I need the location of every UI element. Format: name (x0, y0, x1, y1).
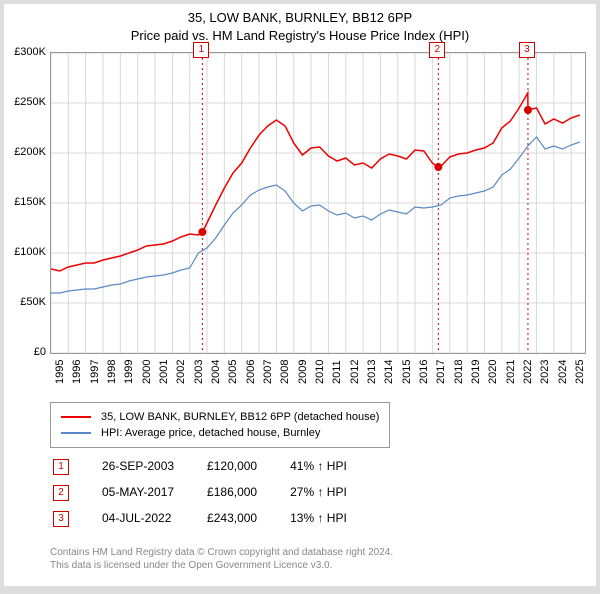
sale-pct: 13% ↑ HPI (289, 506, 377, 530)
x-tick-label: 2016 (418, 360, 430, 384)
x-tick-label: 2009 (297, 360, 309, 384)
x-tick-label: 2005 (227, 360, 239, 384)
legend-label: 35, LOW BANK, BURNLEY, BB12 6PP (detache… (101, 411, 379, 423)
sales-table: 1 26-SEP-2003 £120,000 41% ↑ HPI 2 05-MA… (50, 452, 379, 532)
x-tick-label: 2012 (349, 360, 361, 384)
sale-date: 26-SEP-2003 (101, 454, 204, 478)
chart-plot-area (50, 52, 586, 354)
sale-date: 05-MAY-2017 (101, 480, 204, 504)
x-tick-label: 2023 (539, 360, 551, 384)
x-tick-label: 2021 (505, 360, 517, 384)
marker-number-icon: 2 (53, 485, 69, 501)
attribution-footer: Contains HM Land Registry data © Crown c… (50, 546, 393, 572)
sale-pct: 27% ↑ HPI (289, 480, 377, 504)
chart-panel: 35, LOW BANK, BURNLEY, BB12 6PP Price pa… (4, 4, 596, 586)
x-tick-label: 2013 (366, 360, 378, 384)
x-tick-label: 2017 (435, 360, 447, 384)
chart-subtitle: Price paid vs. HM Land Registry's House … (4, 25, 596, 43)
x-tick-label: 2010 (314, 360, 326, 384)
x-tick-label: 2020 (487, 360, 499, 384)
x-tick-label: 1998 (106, 360, 118, 384)
x-tick-label: 2007 (262, 360, 274, 384)
y-tick-label: £50K (6, 296, 46, 308)
x-tick-label: 1995 (54, 360, 66, 384)
x-tick-label: 2004 (210, 360, 222, 384)
legend: 35, LOW BANK, BURNLEY, BB12 6PP (detache… (50, 402, 390, 448)
y-tick-label: £200K (6, 146, 46, 158)
chart-marker-label: 1 (193, 42, 209, 58)
x-tick-label: 2001 (158, 360, 170, 384)
y-tick-label: £0 (6, 346, 46, 358)
legend-label: HPI: Average price, detached house, Burn… (101, 427, 320, 439)
y-tick-label: £100K (6, 246, 46, 258)
x-tick-label: 2018 (453, 360, 465, 384)
x-tick-label: 2019 (470, 360, 482, 384)
x-tick-label: 2002 (175, 360, 187, 384)
x-tick-label: 2015 (401, 360, 413, 384)
table-row: 2 05-MAY-2017 £186,000 27% ↑ HPI (52, 480, 377, 504)
chart-marker-label: 2 (429, 42, 445, 58)
x-tick-label: 2008 (279, 360, 291, 384)
legend-swatch (61, 416, 91, 418)
sale-price: £120,000 (206, 454, 287, 478)
x-tick-label: 2000 (141, 360, 153, 384)
x-tick-label: 2022 (522, 360, 534, 384)
sale-price: £243,000 (206, 506, 287, 530)
sale-pct: 41% ↑ HPI (289, 454, 377, 478)
chart-svg (51, 53, 585, 353)
y-tick-label: £250K (6, 96, 46, 108)
chart-marker-label: 3 (519, 42, 535, 58)
x-tick-label: 2014 (383, 360, 395, 384)
legend-swatch (61, 432, 91, 434)
sale-date: 04-JUL-2022 (101, 506, 204, 530)
footer-line: Contains HM Land Registry data © Crown c… (50, 546, 393, 559)
marker-number-icon: 3 (53, 511, 69, 527)
x-tick-label: 1996 (71, 360, 83, 384)
x-tick-label: 1999 (123, 360, 135, 384)
footer-line: This data is licensed under the Open Gov… (50, 559, 393, 572)
x-tick-label: 2025 (574, 360, 586, 384)
x-tick-label: 2011 (331, 360, 343, 384)
x-tick-label: 2006 (245, 360, 257, 384)
table-row: 3 04-JUL-2022 £243,000 13% ↑ HPI (52, 506, 377, 530)
chart-title: 35, LOW BANK, BURNLEY, BB12 6PP (4, 4, 596, 25)
legend-row: 35, LOW BANK, BURNLEY, BB12 6PP (detache… (61, 409, 379, 425)
marker-number-icon: 1 (53, 459, 69, 475)
y-tick-label: £150K (6, 196, 46, 208)
sale-price: £186,000 (206, 480, 287, 504)
table-row: 1 26-SEP-2003 £120,000 41% ↑ HPI (52, 454, 377, 478)
x-tick-label: 1997 (89, 360, 101, 384)
x-tick-label: 2003 (193, 360, 205, 384)
y-tick-label: £300K (6, 46, 46, 58)
x-tick-label: 2024 (557, 360, 569, 384)
legend-row: HPI: Average price, detached house, Burn… (61, 425, 379, 441)
